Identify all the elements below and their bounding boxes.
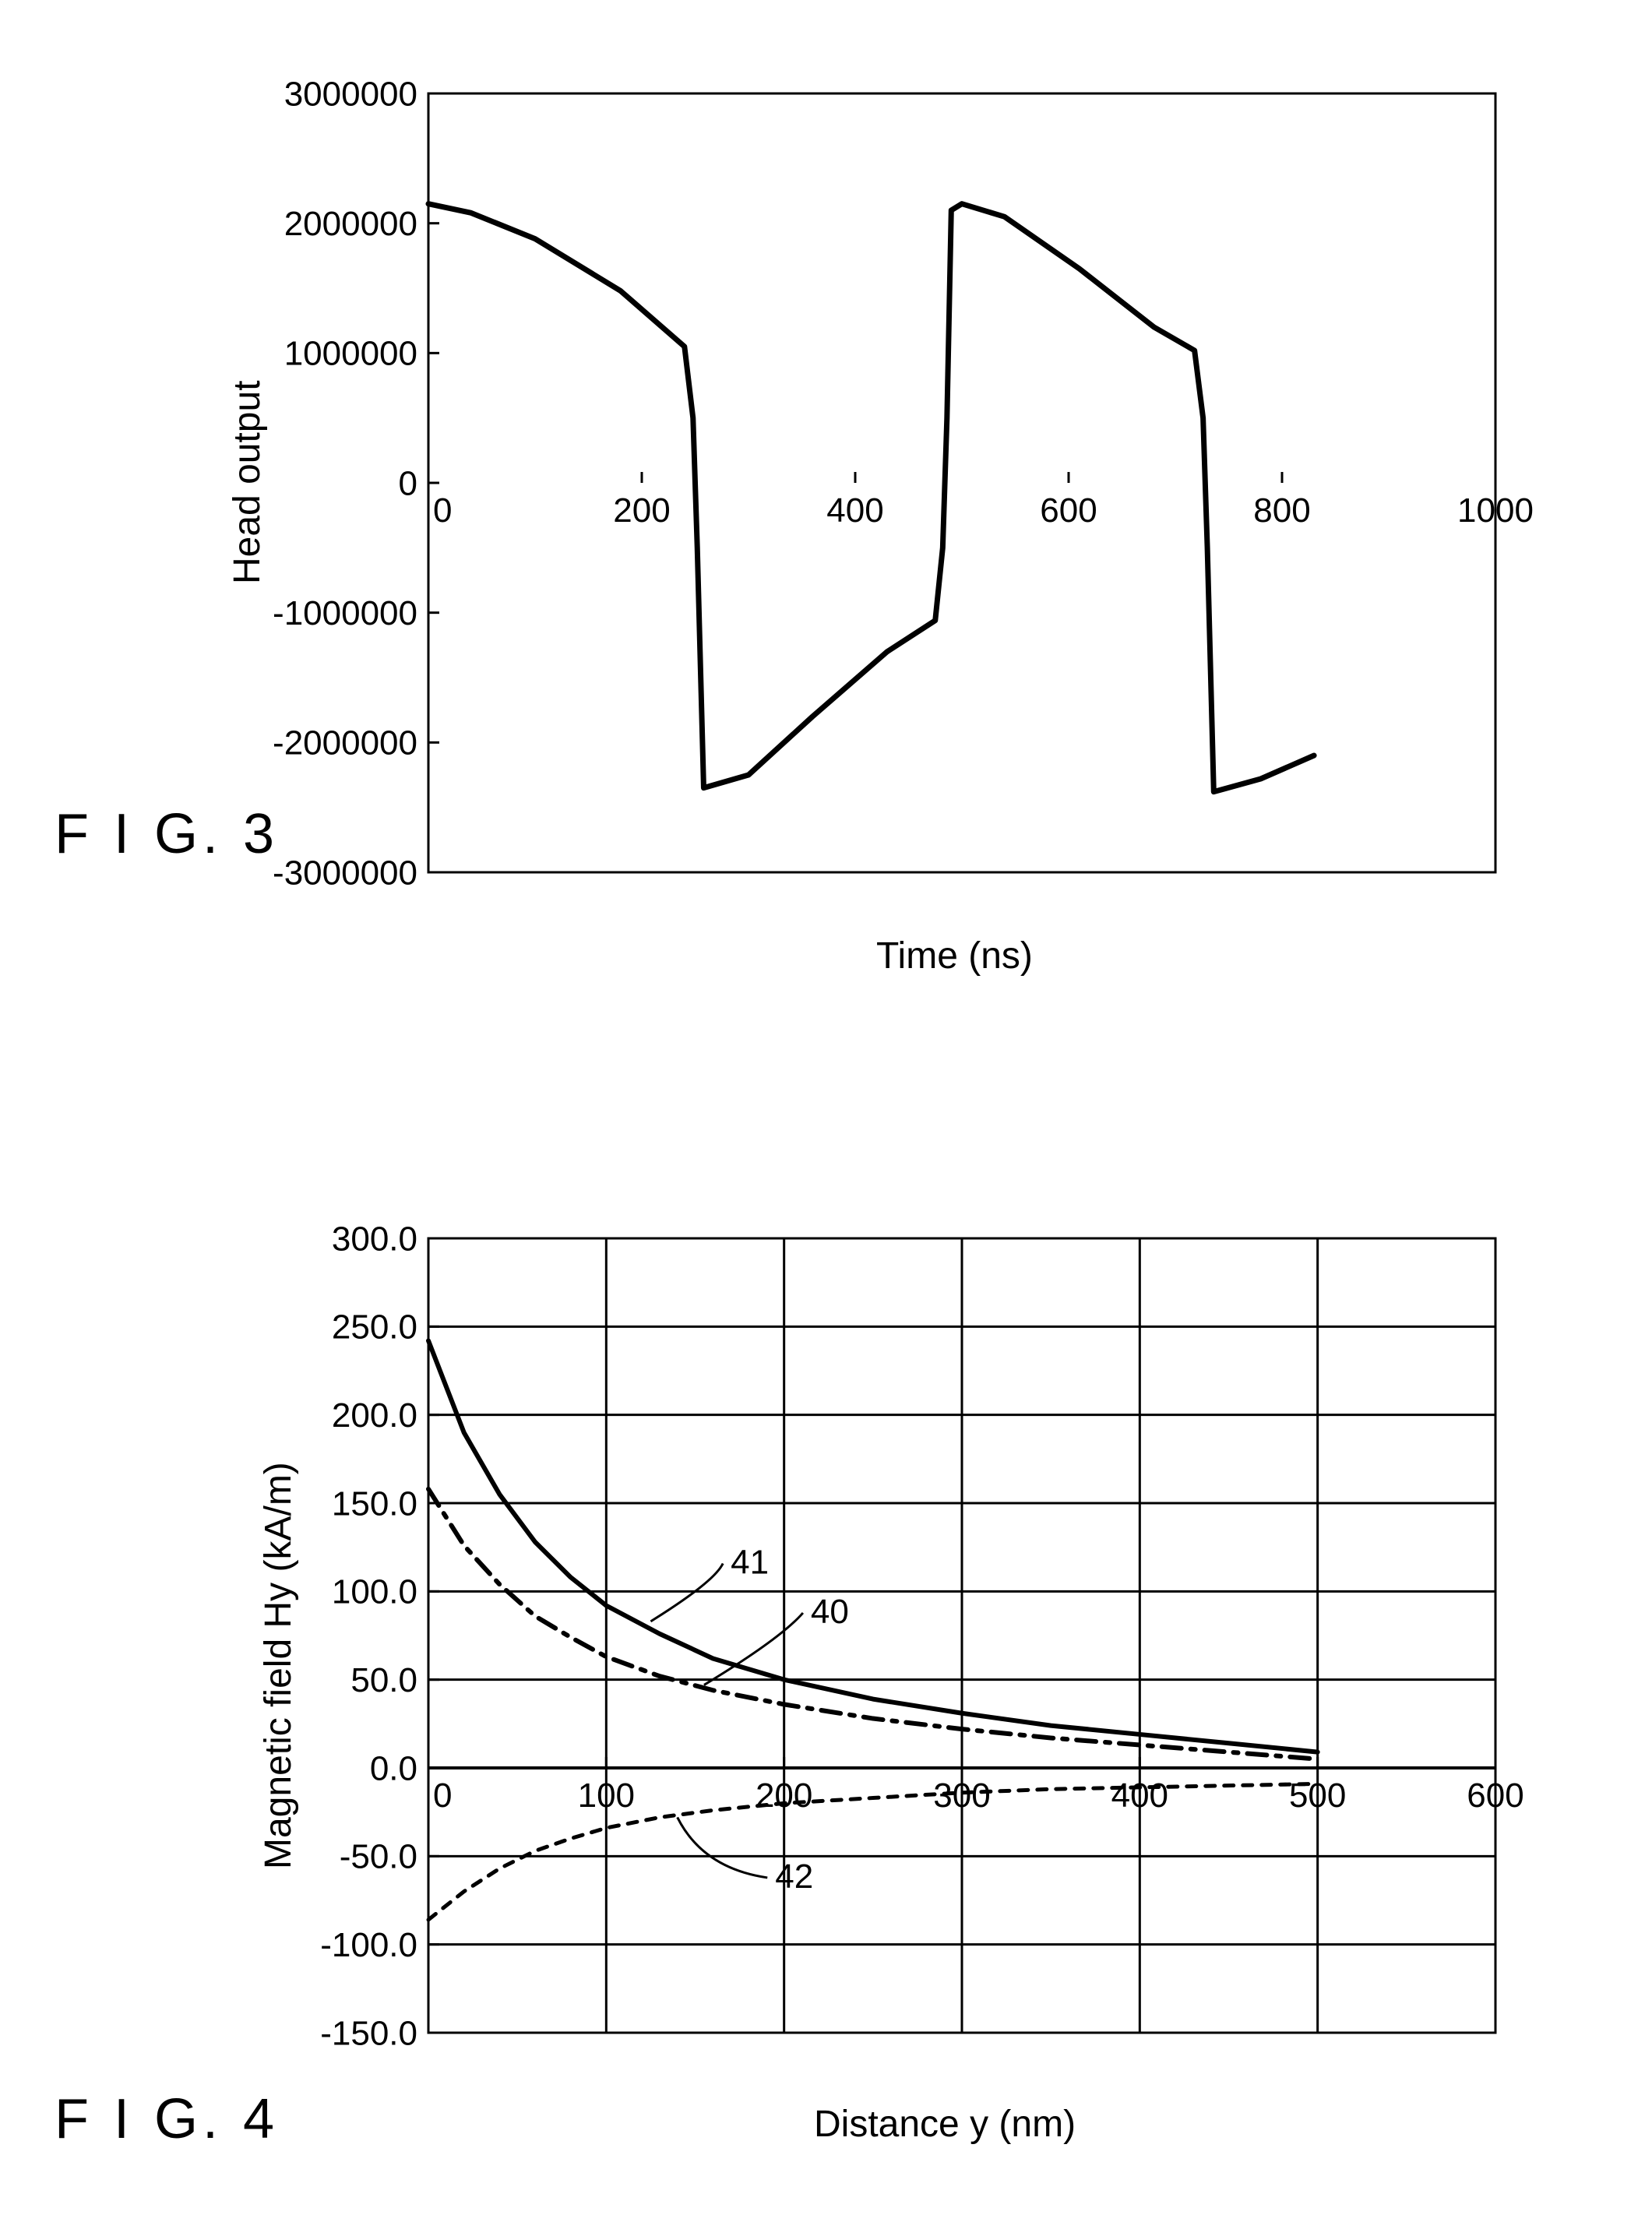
y-tick-label: -150.0	[320, 2014, 417, 2052]
y-tick-label: 200.0	[332, 1396, 417, 1435]
fig3-y-axis-label: Head output	[226, 380, 269, 584]
fig4-svg: 0 100 200 300 400 500 600 -150.0 -100.0 -50.0 0.0 5…	[241, 1215, 1542, 2157]
y-tick-label: 250.0	[332, 1308, 417, 1347]
x-tick-label: 800	[1253, 491, 1310, 530]
y-tick-label: 2000000	[284, 205, 417, 243]
x-tick-label: 1000	[1457, 491, 1534, 530]
x-tick-label: 200	[613, 491, 670, 530]
y-tick-label: 0	[399, 464, 417, 502]
y-tick-label: 1000000	[284, 335, 417, 373]
x-tick-label: 100	[578, 1776, 635, 1815]
x-tick-label: 600	[1040, 491, 1097, 530]
fig3-svg: 0 200 400 600 800 1000 -3000000 -2000000 -100000…	[210, 70, 1542, 981]
series-annotation: 41	[731, 1544, 769, 1582]
series-annotation: 42	[775, 1857, 813, 1896]
fig3-x-axis-label: Time (ns)	[876, 935, 1033, 977]
x-tick-label: 500	[1289, 1776, 1346, 1815]
fig3-chart: 0 200 400 600 800 1000 -3000000 -2000000 -100000…	[210, 70, 1542, 981]
fig4-chart: 0 100 200 300 400 500 600 -150.0 -100.0 -50.0 0.0 5…	[241, 1215, 1542, 2157]
y-tick-label: -3000000	[273, 854, 417, 892]
fig4-y-axis-label: Magnetic field Hy (kA/m)	[257, 1462, 300, 1869]
x-tick-label: 0	[433, 1776, 452, 1815]
x-tick-label: 200	[756, 1776, 812, 1815]
y-tick-label: 100.0	[332, 1573, 417, 1611]
y-tick-label: 0.0	[370, 1749, 417, 1787]
fig4-x-axis-label: Distance y (nm)	[814, 2103, 1076, 2146]
y-tick-label: 50.0	[350, 1661, 417, 1699]
y-tick-label: -100.0	[320, 1926, 417, 1964]
x-tick-label: 600	[1467, 1776, 1523, 1815]
x-tick-label: 0	[433, 491, 452, 530]
page-root: F I G. 3 02004006008001000-3000000-20000…	[0, 0, 1652, 2236]
x-tick-label: 300	[933, 1776, 990, 1815]
y-tick-label: -50.0	[340, 1838, 417, 1876]
x-tick-label: 400	[826, 491, 883, 530]
y-tick-label: 150.0	[332, 1484, 417, 1523]
y-tick-label: -1000000	[273, 594, 417, 632]
y-tick-label: 300.0	[332, 1220, 417, 1258]
y-tick-label: 3000000	[284, 75, 417, 113]
y-tick-label: -2000000	[273, 724, 417, 762]
series-annotation: 40	[811, 1593, 849, 1631]
x-tick-label: 400	[1111, 1776, 1168, 1815]
